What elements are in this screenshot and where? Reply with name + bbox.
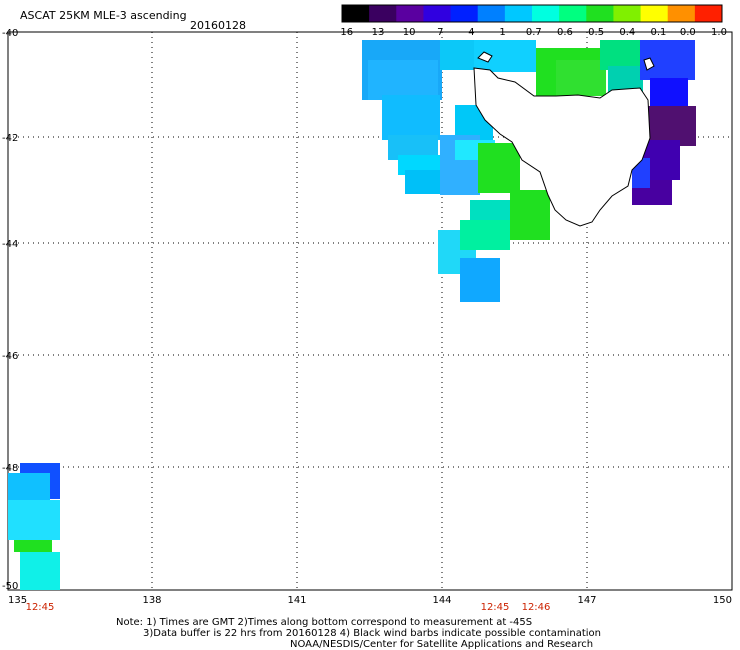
latitude-tick-label: -42: [2, 133, 18, 144]
time-labels: 12:45 12:45 12:46: [26, 602, 551, 613]
longitude-tick-label: 150: [713, 595, 732, 606]
latitude-tick-label: -48: [2, 463, 18, 474]
measurement-time-label: 12:45: [481, 602, 510, 613]
flinders-island-outline: [643, 57, 655, 71]
longitude-tick-label: 135: [8, 595, 27, 606]
colorbar-swatch: [423, 5, 452, 22]
latitude-tick-label: -50: [2, 581, 18, 592]
colorbar-swatch: [613, 5, 642, 22]
latitude-labels: -40 -42 -44 -46 -48 -50: [2, 28, 18, 592]
latitude-tick-label: -40: [2, 28, 18, 39]
longitude-tick-label: 138: [142, 595, 161, 606]
plot-frame: [7, 31, 733, 591]
swath-tasmania: [362, 40, 696, 302]
map-date: 20160128: [190, 19, 246, 32]
colorbar-swatch: [504, 5, 533, 22]
colorbar-swatch: [532, 5, 560, 22]
colorbar-swatch: [450, 5, 479, 22]
map-title: ASCAT 25KM MLE-3 ascending: [20, 9, 187, 22]
longitude-labels: 135 138 141 144 147 150: [8, 595, 732, 606]
longitude-tick-label: 141: [287, 595, 306, 606]
colorbar-swatch: [586, 5, 614, 22]
note-line-1: Note: 1) Times are GMT 2)Times along bot…: [116, 617, 533, 628]
colorbar-frame: [341, 4, 723, 23]
note-line-2: 3)Data buffer is 22 hrs from 20160128 4)…: [143, 628, 601, 639]
colorbar: [341, 4, 723, 23]
colorbar-swatch: [396, 5, 424, 22]
colorbar-swatch: [640, 5, 669, 22]
colorbar-swatch: [369, 5, 397, 22]
latitude-tick-label: -46: [2, 351, 18, 362]
colorbar-swatch: [477, 5, 506, 22]
measurement-time-label: 12:46: [522, 602, 551, 613]
longitude-tick-label: 144: [432, 595, 451, 606]
island-outline: [477, 51, 493, 63]
colorbar-swatch: [342, 5, 370, 22]
note-line-3: NOAA/NESDIS/Center for Satellite Applica…: [290, 639, 594, 650]
colorbar-swatch: [694, 5, 723, 22]
colorbar-swatch: [559, 5, 587, 22]
swath-southwest: [8, 463, 60, 590]
latitude-tick-label: -44: [2, 239, 18, 250]
tasmania-coastline: [473, 67, 651, 227]
longitude-tick-label: 147: [577, 595, 596, 606]
grid: [8, 32, 732, 590]
colorbar-swatch: [667, 5, 696, 22]
measurement-time-label: 12:45: [26, 602, 55, 613]
